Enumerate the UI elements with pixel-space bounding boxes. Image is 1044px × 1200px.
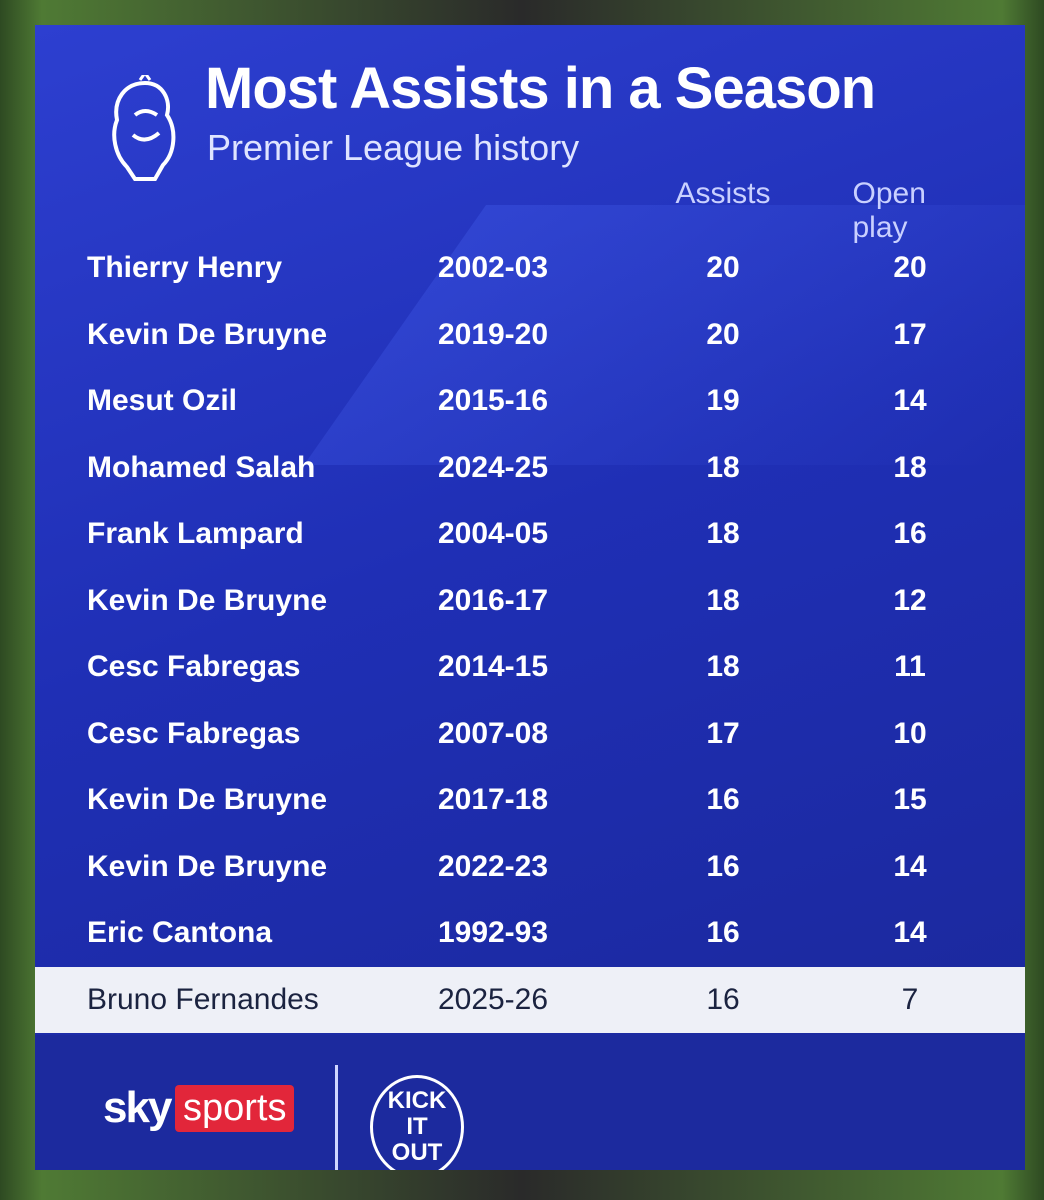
title: Most Assists in a Season [205, 56, 876, 121]
table-row: Eric Cantona 1992-93 16 14 [35, 900, 1025, 966]
player-name: Thierry Henry [87, 251, 283, 284]
assists: 20 [706, 251, 740, 284]
logo-line: KICK [387, 1087, 447, 1114]
sky-logo: sky [103, 1083, 172, 1132]
table-row: Kevin De Bruyne 2017-18 16 15 [35, 767, 1025, 833]
season: 1992-93 [437, 916, 549, 949]
season: 2025-26 [437, 982, 549, 1016]
logo-line: OUT [391, 1139, 443, 1166]
open-play: 18 [893, 450, 927, 484]
player-name: Bruno Fernandes [87, 982, 319, 1016]
table-row: Mohamed Salah 2024-25 18 18 [35, 435, 1025, 501]
season: 2002-03 [437, 251, 549, 284]
table-row: Cesc Fabregas 2007-08 17 10 [35, 701, 1025, 767]
assists: 16 [706, 783, 740, 816]
kick-it-out-logo: KICK IT OUT [370, 1075, 464, 1170]
player-name: Kevin De Bruyne [87, 317, 328, 351]
player-name: Kevin De Bruyne [87, 583, 328, 617]
season: 2015-16 [437, 384, 549, 417]
open-play: 14 [893, 849, 927, 883]
open-play: 10 [893, 716, 927, 750]
open-play: 7 [901, 982, 919, 1016]
open-play: 17 [893, 317, 927, 351]
assists: 18 [706, 583, 740, 617]
player-name: Kevin De Bruyne [87, 849, 328, 883]
open-play: 20 [893, 251, 927, 284]
logo-line: IT [406, 1113, 428, 1140]
premier-league-logo [112, 75, 176, 181]
graphic-panel: Most Assists in a Season Premier League … [35, 25, 1025, 1170]
player-name: Kevin De Bruyne [87, 783, 328, 816]
player-name: Cesc Fabregas [87, 650, 301, 683]
player-name: Frank Lampard [87, 517, 304, 550]
subtitle: Premier League history [207, 127, 580, 168]
assists: 20 [706, 317, 740, 351]
assists: 17 [706, 716, 740, 750]
footer: sky sports KICK IT OUT [35, 1035, 1025, 1170]
season: 2004-05 [437, 517, 549, 550]
player-name: Eric Cantona [87, 916, 273, 949]
player-name: Mesut Ozil [87, 384, 238, 417]
table-row: Kevin De Bruyne 2022-23 16 14 [35, 834, 1025, 900]
open-play: 14 [893, 384, 927, 417]
assists: 18 [706, 450, 740, 484]
season: 2019-20 [437, 317, 549, 351]
open-play: 16 [893, 517, 927, 550]
table-row: Thierry Henry 2002-03 20 20 [35, 235, 1025, 301]
season: 2016-17 [437, 583, 549, 617]
player-name: Mohamed Salah [87, 450, 316, 484]
assists: 16 [706, 982, 740, 1016]
table-row: Kevin De Bruyne 2019-20 20 17 [35, 302, 1025, 368]
divider [335, 1065, 338, 1170]
season: 2014-15 [437, 650, 549, 683]
player-name: Cesc Fabregas [87, 716, 301, 750]
season: 2017-18 [437, 783, 549, 816]
season: 2024-25 [437, 450, 549, 484]
open-play: 12 [893, 583, 927, 617]
assists: 18 [706, 650, 740, 683]
open-play: 15 [893, 783, 927, 816]
table-row: Frank Lampard 2004-05 18 16 [35, 501, 1025, 567]
table-row: Bruno Fernandes 2025-26 16 7 [35, 966, 1025, 1033]
table-row: Kevin De Bruyne 2016-17 18 12 [35, 568, 1025, 634]
assists: 16 [706, 849, 740, 883]
open-play: 14 [893, 916, 927, 949]
assists: 18 [706, 517, 740, 550]
assists: 19 [706, 384, 740, 417]
sports-logo: sports [175, 1085, 295, 1132]
column-header: Open play [852, 177, 926, 244]
table-row: Mesut Ozil 2015-16 19 14 [35, 368, 1025, 434]
column-header: Assists [675, 177, 771, 210]
open-play: 11 [894, 650, 926, 683]
assists: 16 [706, 916, 740, 949]
season: 2022-23 [437, 849, 549, 883]
season: 2007-08 [437, 716, 549, 750]
table-row: Cesc Fabregas 2014-15 18 11 [35, 634, 1025, 700]
